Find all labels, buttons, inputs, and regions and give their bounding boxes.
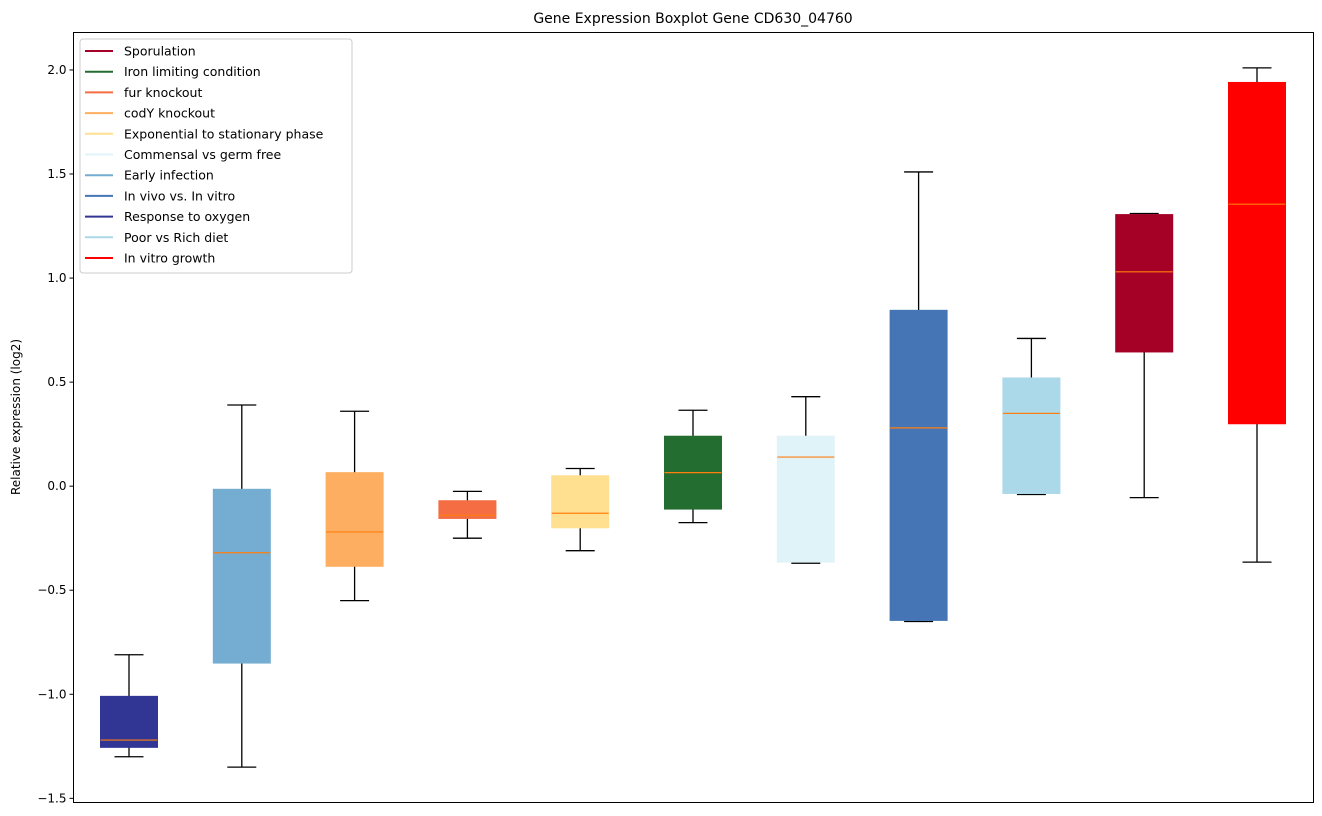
box-group: [1115, 212, 1174, 499]
box-iqr: [325, 472, 384, 567]
chart-title: Gene Expression Boxplot Gene CD630_04760: [533, 11, 852, 27]
legend-item: Poor vs Rich diet: [85, 230, 228, 245]
box-iqr: [1228, 81, 1286, 425]
box-group: [438, 490, 497, 539]
legend: Sporulation Iron limiting condition fur kn…: [79, 38, 353, 274]
box-iqr: [889, 309, 948, 621]
legend-item: Response to oxygen: [85, 209, 250, 224]
legend-label: In vivo vs. In vitro: [124, 188, 235, 203]
legend-item: Exponential to stationary phase: [85, 126, 324, 141]
legend-label: Sporulation: [124, 44, 196, 59]
legend-item: In vitro growth: [85, 251, 215, 266]
legend-label: codY knockout: [124, 106, 215, 121]
plot-frame: [73, 32, 1314, 803]
legend-label: Response to oxygen: [124, 209, 250, 224]
y-tick-label: 0.5: [47, 375, 66, 389]
legend-label: In vitro growth: [124, 251, 215, 266]
y-tick-label: 0.0: [47, 479, 66, 493]
legend-item: Commensal vs germ free: [85, 147, 281, 162]
box-group: [776, 396, 835, 564]
box-group: [664, 409, 722, 524]
legend-label: fur knockout: [124, 85, 202, 100]
y-tick-label: 1.5: [47, 167, 66, 181]
boxes-layer: [100, 67, 1286, 768]
box-group: [325, 410, 384, 602]
box-iqr: [1002, 377, 1061, 494]
box-iqr: [1115, 214, 1174, 353]
box-group: [100, 654, 158, 758]
y-tick-label: −1.0: [37, 687, 66, 701]
legend-label: Poor vs Rich diet: [124, 230, 228, 245]
y-axis: −1.5 −1.0 −0.5 0.0 0.5 1.0 1.5 2.0: [37, 63, 74, 805]
y-tick-label: 2.0: [47, 63, 66, 77]
box-iqr: [551, 475, 610, 529]
box-group: [1228, 67, 1286, 563]
box-group: [212, 404, 271, 768]
legend-item: codY knockout: [85, 106, 215, 121]
box-iqr: [438, 500, 497, 519]
legend-label: Exponential to stationary phase: [124, 126, 324, 141]
box-group: [551, 467, 610, 552]
box-group: [889, 171, 948, 623]
legend-item: In vivo vs. In vitro: [85, 188, 235, 203]
legend-item: Iron limiting condition: [85, 64, 261, 79]
legend-item: Sporulation: [85, 44, 196, 59]
y-tick-label: −0.5: [37, 583, 66, 597]
legend-label: Early infection: [124, 168, 214, 183]
box-iqr: [212, 488, 271, 664]
y-tick-label: 1.0: [47, 271, 66, 285]
legend-item: Early infection: [85, 168, 214, 183]
box-group: [1002, 337, 1061, 496]
legend-item: fur knockout: [85, 85, 202, 100]
box-iqr: [100, 695, 158, 748]
y-axis-label: Relative expression (log2): [9, 339, 23, 495]
box-iqr: [776, 435, 835, 563]
legend-frame: [79, 38, 353, 274]
y-tick-label: −1.5: [37, 791, 66, 805]
legend-label: Commensal vs germ free: [124, 147, 281, 162]
legend-label: Iron limiting condition: [124, 64, 261, 79]
